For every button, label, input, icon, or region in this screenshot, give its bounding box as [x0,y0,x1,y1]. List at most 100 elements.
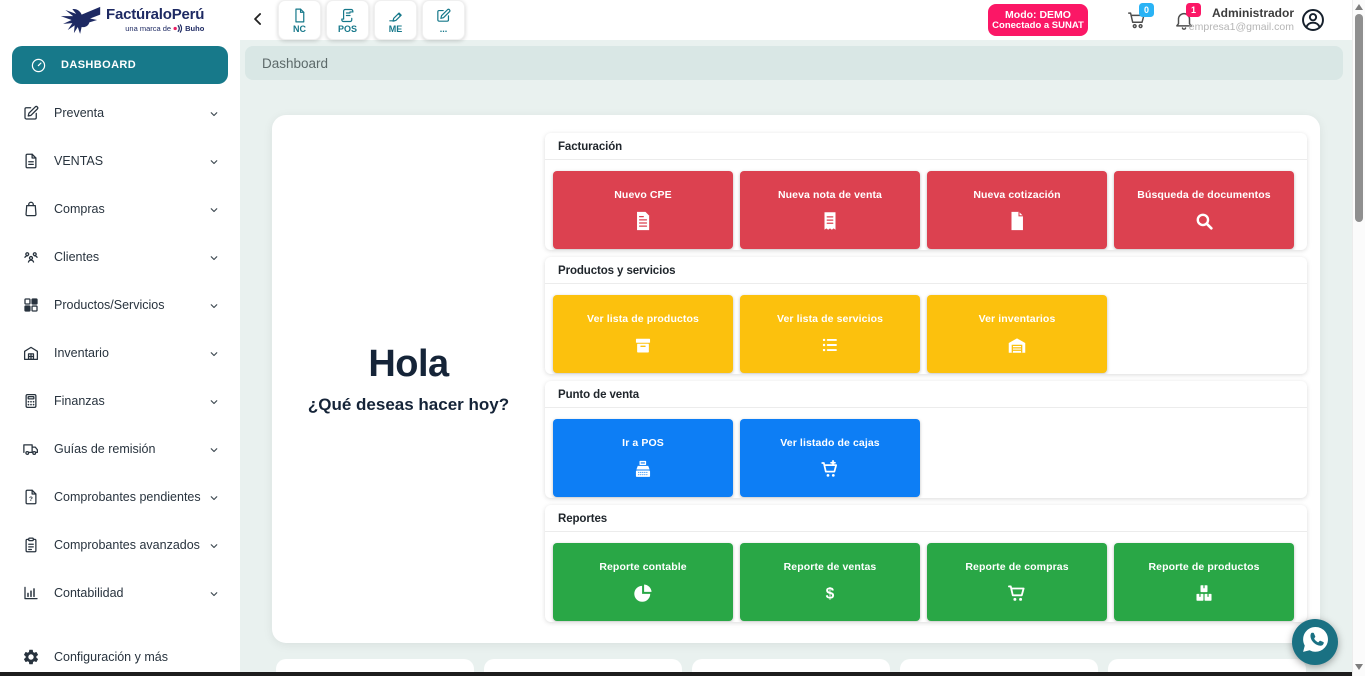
section-reportes: Reportes Reporte contable Reporte de venta… [545,505,1307,622]
sidebar-item-productos-servicios[interactable]: Productos/Servicios [0,281,240,329]
sidebar-item-preventa[interactable]: Preventa [0,89,240,137]
action-busqueda-de-documentos[interactable]: Búsqueda de documentos [1114,171,1294,249]
action-reporte-contable[interactable]: Reporte contable [553,543,733,621]
quick-action-me[interactable]: ME [374,0,417,40]
chart-pie-icon [632,582,654,604]
action-ver-inventarios[interactable]: Ver inventarios [927,295,1107,373]
avatar-icon [1300,9,1326,37]
page-scrollbar[interactable] [1352,0,1365,676]
clipboard-icon [22,536,40,554]
chevron-down-icon [208,251,220,263]
warehouse-icon [1006,334,1028,356]
greeting: Hola ¿Qué deseas hacer hoy? [272,115,545,643]
sidebar-item-comprobantes-pendientes[interactable]: ? Comprobantes pendientes [0,473,240,521]
section-title: Facturación [545,133,1307,160]
quick-action-more[interactable]: ... [422,0,465,40]
list-icon [819,334,841,356]
action-ver-lista-de-productos[interactable]: Ver lista de productos [553,295,733,373]
cart-button[interactable]: 0 [1126,3,1154,31]
chevron-down-icon [208,203,220,215]
file-lines-icon [22,152,40,170]
grid-icon [22,296,40,314]
peek-card [900,659,1098,672]
sidebar-item-clientes[interactable]: Clientes [0,233,240,281]
section-title: Punto de venta [545,381,1307,408]
action-nueva-cotizacion[interactable]: Nueva cotización [927,171,1107,249]
peek-card [1108,659,1306,672]
hummingbird-logo-icon [52,3,102,37]
main-content: Dashboard Hola ¿Qué deseas hacer hoy? Fa… [240,40,1352,676]
notifications-button[interactable]: 1 [1173,3,1201,31]
quick-action-pos[interactable]: POS [326,0,369,40]
demo-mode-badge: Modo: DEMO Conectado a SUNAT [988,4,1088,36]
quick-actions: NC POS ME... [278,0,465,40]
brand-name: FactúraloPerú [106,6,205,23]
sidebar-menu: Preventa VENTAS Compras Clientes Productos/S… [0,89,240,676]
svg-text:?: ? [29,496,33,503]
sidebar-item-compras[interactable]: Compras [0,185,240,233]
chevron-down-icon [208,443,220,455]
truck-icon [22,440,40,458]
sidebar-item-guias-de-remision[interactable]: Guías de remisión [0,425,240,473]
shopping-bag-icon [22,200,40,218]
chart-column-icon [22,584,40,602]
sidebar-item-contabilidad[interactable]: Contabilidad [0,569,240,617]
action-reporte-de-ventas[interactable]: Reporte de ventas $ [740,543,920,621]
cart-plus-icon [819,458,841,480]
scrollbar-thumb[interactable] [1355,14,1363,222]
sidebar-item-dashboard[interactable]: DASHBOARD [12,46,228,84]
warehouse-home-icon [22,344,40,362]
pen-square-icon [22,104,40,122]
brand-logo[interactable]: FactúraloPerú una marca de Buho [52,2,204,38]
chevron-down-icon [208,395,220,407]
bell-icon [1173,12,1195,35]
action-ir-a-pos[interactable]: Ir a POS [553,419,733,497]
svg-text:$: $ [826,585,835,602]
dashboard-card: Hola ¿Qué deseas hacer hoy? Facturación N… [272,115,1320,643]
whatsapp-icon [1300,624,1331,660]
peek-card [276,659,474,672]
scroll-up-arrow-icon[interactable] [1355,4,1363,10]
calculator-icon [22,392,40,410]
action-nuevo-cpe[interactable]: Nuevo CPE [553,171,733,249]
chevron-down-icon [208,299,220,311]
sidebar-item-finanzas[interactable]: Finanzas [0,377,240,425]
user-role: Administrador [1211,6,1294,20]
search-icon [1193,210,1215,232]
cash-register-icon [632,458,654,480]
file-question-icon: ? [22,488,40,506]
breadcrumb: Dashboard [245,46,1343,80]
chevron-down-icon [208,107,220,119]
action-reporte-de-compras[interactable]: Reporte de compras [927,543,1107,621]
quick-action-nc[interactable]: NC [278,0,321,40]
user-email: empresa1@gmail.com [1188,21,1294,33]
scroll-down-arrow-icon[interactable] [1355,664,1363,670]
action-reporte-de-productos[interactable]: Reporte de productos [1114,543,1294,621]
sidebar-item-inventario[interactable]: Inventario [0,329,240,377]
gauge-icon [30,57,47,74]
section-punto-de-venta: Punto de venta Ir a POS Ver listado de caj… [545,381,1307,498]
greeting-title: Hola [368,343,449,385]
user-info: Administrador empresa1@gmail.com [1189,6,1294,34]
file-invoice-icon [632,210,654,232]
sidebar-item-ventas[interactable]: VENTAS [0,137,240,185]
signature-icon [387,7,404,24]
sidebar-item-comprobantes-avanzados[interactable]: Comprobantes avanzados [0,521,240,569]
brand-tagline: una marca de Buho [125,23,205,33]
box-icon [632,334,654,356]
sidebar-collapse-button[interactable] [248,9,268,29]
action-nueva-nota-de-venta[interactable]: Nueva nota de venta [740,171,920,249]
buho-mark-icon [173,24,183,33]
chevron-down-icon [208,587,220,599]
section-facturacion: Facturación Nuevo CPE Nueva nota de venta N… [545,133,1307,250]
receipt-icon [819,210,841,232]
sidebar-item-configuracion-y-mas[interactable]: Configuración y más [0,633,240,676]
users-icon [22,248,40,266]
whatsapp-button[interactable] [1292,619,1338,665]
chevron-down-icon [208,539,220,551]
action-ver-listado-de-cajas[interactable]: Ver listado de cajas [740,419,920,497]
action-ver-lista-de-servicios[interactable]: Ver lista de servicios [740,295,920,373]
account-menu-button[interactable] [1300,7,1326,33]
window-bottom-edge [0,672,1352,676]
